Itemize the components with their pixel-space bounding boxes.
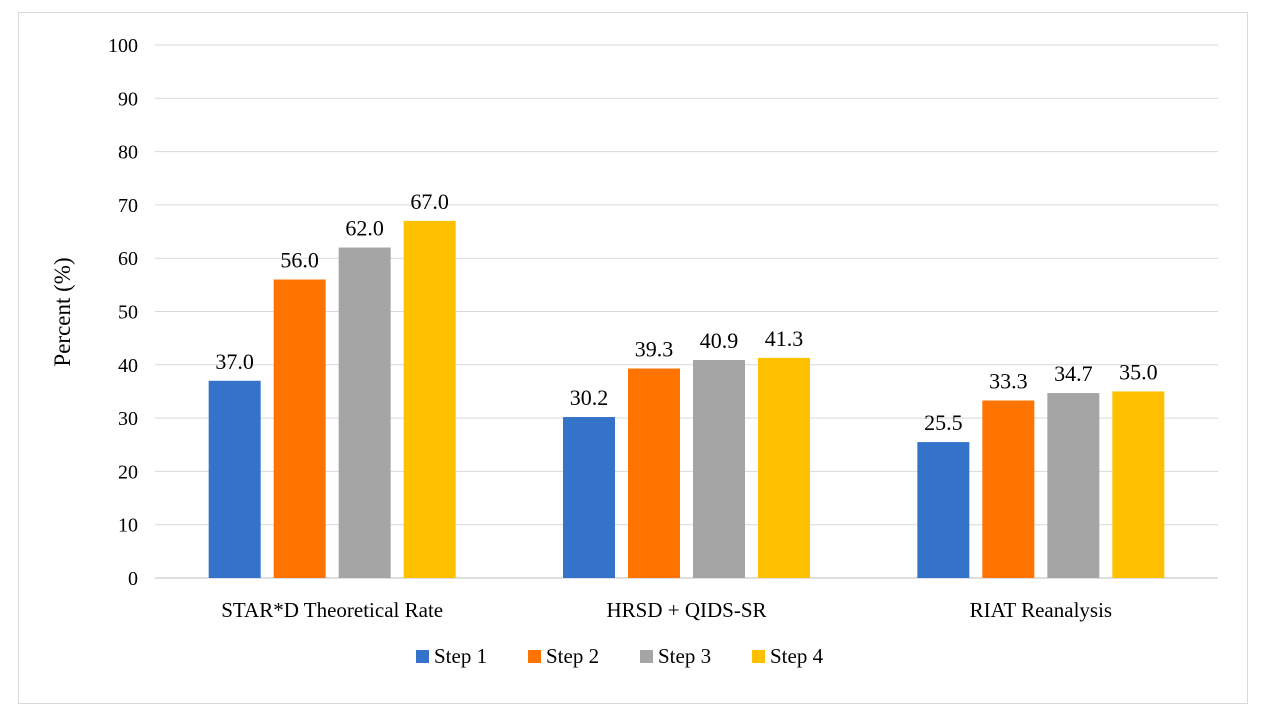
data-label: 25.5 [924, 410, 963, 435]
y-tick-label: 0 [128, 568, 138, 590]
bar-step-1 [917, 442, 970, 578]
legend-swatch [528, 650, 541, 663]
data-label: 37.0 [215, 349, 254, 374]
bar-step-3 [1047, 393, 1100, 578]
y-tick-label: 30 [118, 408, 138, 430]
legend-swatch [640, 650, 653, 663]
y-tick-label: 10 [118, 515, 138, 537]
y-tick-label: 90 [118, 88, 138, 110]
bar-step-2 [273, 279, 326, 578]
legend-label: Step 2 [546, 644, 599, 668]
bar-step-3 [693, 360, 745, 578]
legend-label: Step 3 [658, 644, 711, 668]
bar-step-4 [758, 357, 810, 578]
bar-step-4 [1112, 391, 1165, 578]
chart-frame [18, 12, 1248, 704]
data-label: 34.7 [1054, 361, 1093, 386]
data-label: 30.2 [570, 385, 609, 410]
legend-label: Step 1 [434, 644, 487, 668]
y-tick-label: 60 [118, 248, 138, 270]
y-tick-label: 50 [118, 302, 138, 324]
data-label: 62.0 [345, 216, 384, 241]
bar-step-1 [563, 417, 615, 578]
y-tick-label: 80 [118, 142, 138, 164]
bar-step-4 [403, 220, 456, 578]
legend-label: Step 4 [770, 644, 824, 668]
y-tick-label: 100 [108, 35, 138, 57]
data-label: 40.9 [700, 328, 739, 353]
data-label: 39.3 [635, 337, 674, 362]
data-label: 41.3 [765, 326, 804, 351]
bar-step-2 [982, 400, 1035, 578]
bar-step-3 [338, 247, 391, 579]
x-category-label: STAR*D Theoretical Rate [221, 598, 443, 622]
y-tick-label: 70 [118, 195, 138, 217]
data-label: 67.0 [410, 189, 449, 214]
data-label: 35.0 [1119, 359, 1158, 384]
y-tick-label: 40 [118, 355, 138, 377]
legend-swatch [752, 650, 765, 663]
data-label: 56.0 [280, 248, 319, 273]
bar-step-1 [208, 380, 261, 578]
y-tick-label: 20 [118, 461, 138, 483]
legend-swatch [416, 650, 429, 663]
data-label: 33.3 [989, 369, 1028, 394]
bar-step-2 [628, 368, 680, 578]
x-category-label: HRSD + QIDS-SR [606, 598, 766, 622]
x-category-label: RIAT Reanalysis [970, 598, 1113, 622]
y-axis-title: Percent (%) [50, 257, 75, 366]
